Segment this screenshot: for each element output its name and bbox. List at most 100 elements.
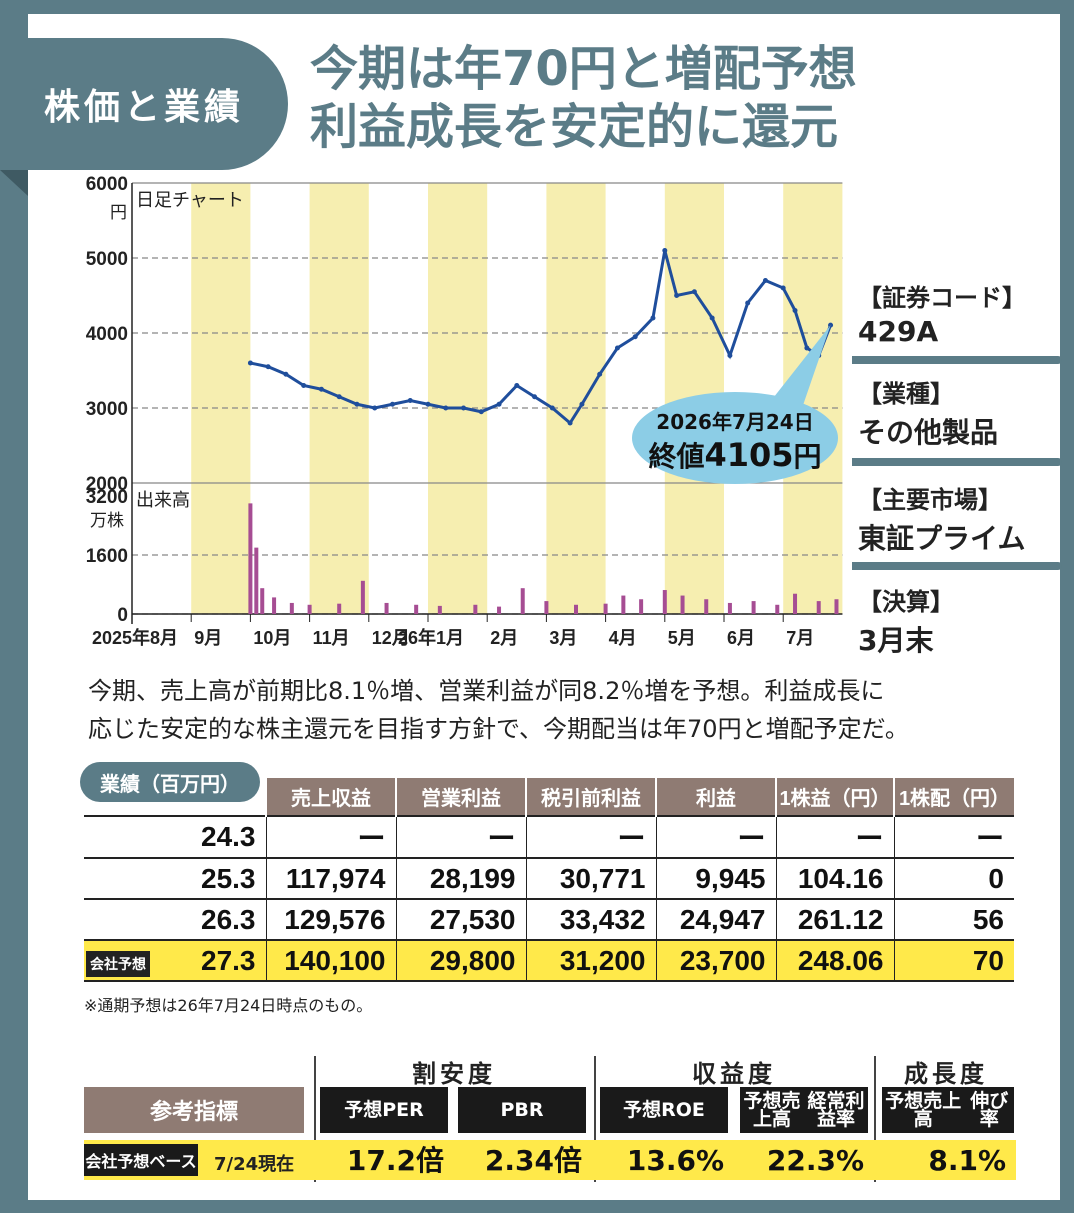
price-point (597, 371, 603, 377)
price-point (425, 401, 431, 407)
table-cell: 28,199 (395, 857, 526, 899)
month-band (191, 183, 251, 614)
volume-bar (360, 580, 365, 614)
y-tick-label: 3000 (86, 399, 128, 420)
year-cell: 25.3 (84, 857, 266, 899)
side-industry: 【業種】 その他製品 (858, 374, 1074, 451)
col-header: 1株配（円） (893, 778, 1014, 816)
table-cell: ー (893, 815, 1014, 858)
price-point (745, 300, 751, 306)
price-point (407, 398, 413, 403)
x-tick-label: 9月 (194, 628, 222, 648)
table-cell: 261.12 (775, 898, 894, 940)
volume-bar (704, 599, 709, 614)
side-market-label: 【主要市場】 (858, 486, 1002, 514)
x-tick-label: 5月 (668, 628, 696, 648)
stock-chart: 60005000400030002000円日足チャート320016000万株出来… (86, 174, 843, 648)
volume-bar (621, 595, 626, 614)
x-tick-label: 7月 (786, 628, 814, 648)
y-tick-label: 0 (117, 605, 128, 626)
chart-title: 日足チャート (136, 190, 244, 211)
table-note: ※通期予想は26年7月24日時点のもの。 (84, 996, 373, 1015)
table-cell: 129,576 (265, 898, 396, 940)
price-callout: 2026年7月24日 終値4105円 (632, 392, 838, 484)
side-fiscal-value: 3月末 (858, 624, 934, 657)
table-cell: ー (655, 815, 776, 858)
callout-pointer (770, 325, 831, 414)
basis-badge: 会社予想ベース (84, 1144, 198, 1176)
volume-bar (834, 599, 839, 614)
x-tick-label: 6月 (727, 628, 755, 648)
volume-bar (816, 601, 821, 614)
description-line: 応じた安定的な株主還元を目指す方針で、今期配当は年70円と増配予定だ。 (88, 715, 909, 743)
price-point (532, 394, 538, 400)
table-cell: 31,200 (525, 939, 656, 982)
table-row: 26.3 129,576 27,530 33,432 24,947 261.12… (84, 898, 1014, 940)
price-point (265, 364, 271, 370)
price-point (443, 405, 449, 411)
volume-bar (254, 547, 259, 614)
table-cell: 27,530 (395, 898, 526, 940)
forecast-row: 会社予想 27.3 140,100 29,800 31,200 23,700 24… (84, 939, 1014, 982)
price-point (650, 315, 656, 321)
description-line: 今期、売上高が前期比8.1％増、営業利益が同8.2％増を予想。利益成長に (88, 677, 885, 705)
table-cell: 70 (893, 939, 1014, 982)
col-header: 営業利益 (395, 778, 526, 816)
indicator-name: PBR (458, 1087, 586, 1133)
table-row: 24.3 ー ー ー ー ー ー (84, 815, 1014, 858)
table-cell: 0 (893, 857, 1014, 899)
volume-bar (727, 602, 732, 614)
side-industry-label: 【業種】 (858, 380, 954, 408)
side-industry-value: その他製品 (858, 416, 999, 449)
table-cell: 117,974 (265, 857, 396, 899)
year-cell: 26.3 (84, 898, 266, 940)
price-point (514, 383, 520, 388)
tag-tail (0, 170, 28, 196)
side-separator (852, 562, 1062, 570)
indicator-name: 予想PER (320, 1087, 448, 1133)
side-separator (852, 356, 1062, 364)
volume-bar (248, 503, 253, 614)
headline-line-2: 利益成長を安定的に還元 (310, 99, 839, 155)
side-market: 【主要市場】東証プライム (858, 480, 1074, 557)
table-row: 25.3 117,974 28,199 30,771 9,945 104.16 … (84, 857, 1014, 899)
indicator-name-line: 予想売上高 (743, 1090, 801, 1130)
group-divider (874, 1056, 876, 1182)
headline-line-1: 今期は年70円と増配予想 (310, 41, 857, 97)
table-cell: 33,432 (525, 898, 656, 940)
price-point (461, 405, 467, 411)
y-tick-label: 1600 (86, 546, 128, 567)
indicator-value: 22.3% (766, 1144, 864, 1177)
volume-bar (639, 599, 644, 614)
price-point (549, 405, 555, 411)
volume-bar (384, 602, 389, 614)
indicator-name: 予想売上高 経常利益率 (740, 1087, 868, 1133)
x-tick-label: 12月 (372, 628, 410, 648)
volume-bar (793, 593, 798, 614)
group-label: 成長度 (904, 1060, 988, 1088)
price-point (283, 371, 289, 377)
price-point (792, 308, 798, 313)
callout-label: 終値 (648, 440, 705, 473)
side-code-label: 【証券コード】 (858, 284, 1026, 312)
y-tick-label: 6000 (86, 174, 128, 195)
x-tick-label: 11月 (313, 628, 350, 648)
x-tick-label: 2月 (490, 628, 518, 648)
price-point (336, 394, 342, 400)
month-band (428, 183, 488, 614)
x-tick-label: 10月 (253, 628, 291, 648)
table-cell: ー (775, 815, 894, 858)
volume-bar (544, 601, 549, 614)
price-point (301, 383, 307, 388)
section-tag: 株価と業績 (0, 38, 288, 170)
table-cell: 24,947 (655, 898, 776, 940)
volume-bar (775, 604, 780, 614)
group-label: 収益度 (692, 1060, 776, 1088)
indicator-value: 2.34倍 (484, 1144, 582, 1177)
volume-bar (473, 604, 478, 614)
indicator-value: 17.2倍 (346, 1144, 444, 1177)
volume-bar (260, 588, 265, 614)
x-tick-label: 4月 (609, 628, 637, 648)
side-market-value: 東証プライム (858, 522, 1026, 555)
table-cell: 104.16 (775, 857, 894, 899)
